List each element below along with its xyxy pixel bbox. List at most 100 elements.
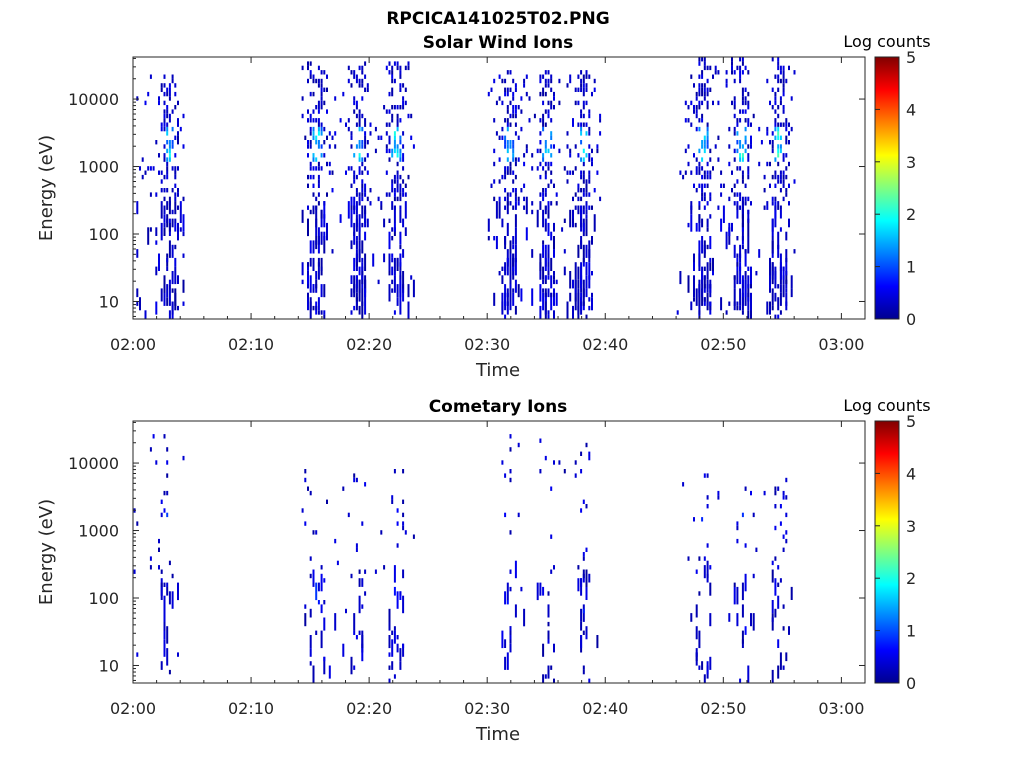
heatmap-cell [307,275,309,284]
heatmap-cell [509,87,512,92]
heatmap-cell [160,288,163,302]
heatmap-cell [542,157,545,162]
heatmap-cell [733,582,736,587]
heatmap-cell [777,205,780,210]
heatmap-cell [558,148,561,154]
heatmap-cell [336,560,339,566]
heatmap-cell [358,83,361,88]
heatmap-cell [739,57,742,62]
heatmap-cell [679,170,682,175]
heatmap-cell [355,113,358,119]
heatmap-cell [709,565,712,570]
heatmap-cell [736,140,739,145]
heatmap-cell [779,227,782,232]
heatmap-cell [585,188,588,193]
heatmap-cell [728,301,731,306]
colorbar-label: Log counts [843,32,930,51]
heatmap-cell [396,188,399,193]
heatmap-cell [703,244,706,254]
heatmap-cell [553,297,555,302]
heatmap-cell [331,170,334,175]
heatmap-cell [580,109,583,114]
heatmap-cell [577,266,580,280]
heatmap-cell [580,608,583,622]
heatmap-cell [182,253,185,258]
heatmap-cell [779,122,782,127]
heatmap-cell [361,113,364,119]
heatmap-cell [693,517,695,522]
heatmap-cell [744,109,747,114]
heatmap-cell [544,310,547,319]
heatmap-cell [574,205,577,210]
heatmap-cell [166,109,169,114]
heatmap-cell [361,78,364,84]
heatmap-cell [168,253,171,258]
heatmap-cell [542,674,545,683]
heatmap-cell [580,508,583,513]
heatmap-cell [747,105,750,110]
heatmap-cell [731,57,733,62]
heatmap-cell [399,648,402,662]
heatmap-cell [747,266,750,271]
heatmap-cell [166,174,169,180]
heatmap-cell [501,305,504,311]
heatmap-cell [544,292,547,311]
heatmap-cell [393,310,396,315]
heatmap-cell [509,530,512,535]
heatmap-cell [514,131,517,136]
heatmap-cell [393,144,396,149]
heatmap-cell [591,297,593,311]
heatmap-cell [487,218,490,232]
heatmap-cell [709,170,712,175]
heatmap-cell [766,301,769,315]
heatmap-cell [136,249,139,258]
heatmap-cell [550,74,553,79]
heatmap-cell [698,100,701,106]
heatmap-cell [701,118,704,123]
heatmap-cell [585,547,588,552]
heatmap-cell [703,556,706,561]
heatmap-cell [774,109,777,114]
heatmap-cell [777,582,780,587]
heatmap-cell [312,109,315,114]
heatmap-cell [582,87,585,92]
heatmap-cell [733,288,736,306]
heatmap-cell [553,678,555,683]
heatmap-cell [166,473,169,478]
heatmap-cell [698,105,701,110]
heatmap-cell [514,87,517,92]
heatmap-cell [774,271,777,280]
heatmap-cell [301,508,304,513]
heatmap-cell [317,161,320,167]
heatmap-cell [350,218,353,228]
heatmap-cell [163,508,166,513]
heatmap-cell [585,100,588,106]
heatmap-cell [136,201,139,215]
heatmap-cell [309,556,312,561]
heatmap-cell [544,91,547,97]
heatmap-cell [514,227,517,245]
heatmap-cell [514,105,517,110]
heatmap-cell [506,70,509,75]
heatmap-cell [174,218,177,223]
heatmap-cell [706,183,709,188]
heatmap-cell [506,652,509,670]
heatmap-cell [706,244,709,250]
heatmap-cell [323,617,326,631]
heatmap-cell [582,244,585,263]
heatmap-cell [509,240,512,254]
heatmap-cell [785,530,788,535]
heatmap-cell [698,214,701,223]
heatmap-cell [160,126,163,132]
heatmap-cell [599,113,602,119]
heatmap-cell [509,122,512,127]
heatmap-cell [561,227,564,232]
heatmap-cell [355,477,358,483]
heatmap-cell [771,249,774,254]
heatmap-cell [407,284,410,298]
heatmap-cell [355,192,358,197]
heatmap-cell [774,135,777,140]
heatmap-cell [544,292,547,302]
heatmap-cell [399,135,402,140]
heatmap-cell [720,183,723,188]
